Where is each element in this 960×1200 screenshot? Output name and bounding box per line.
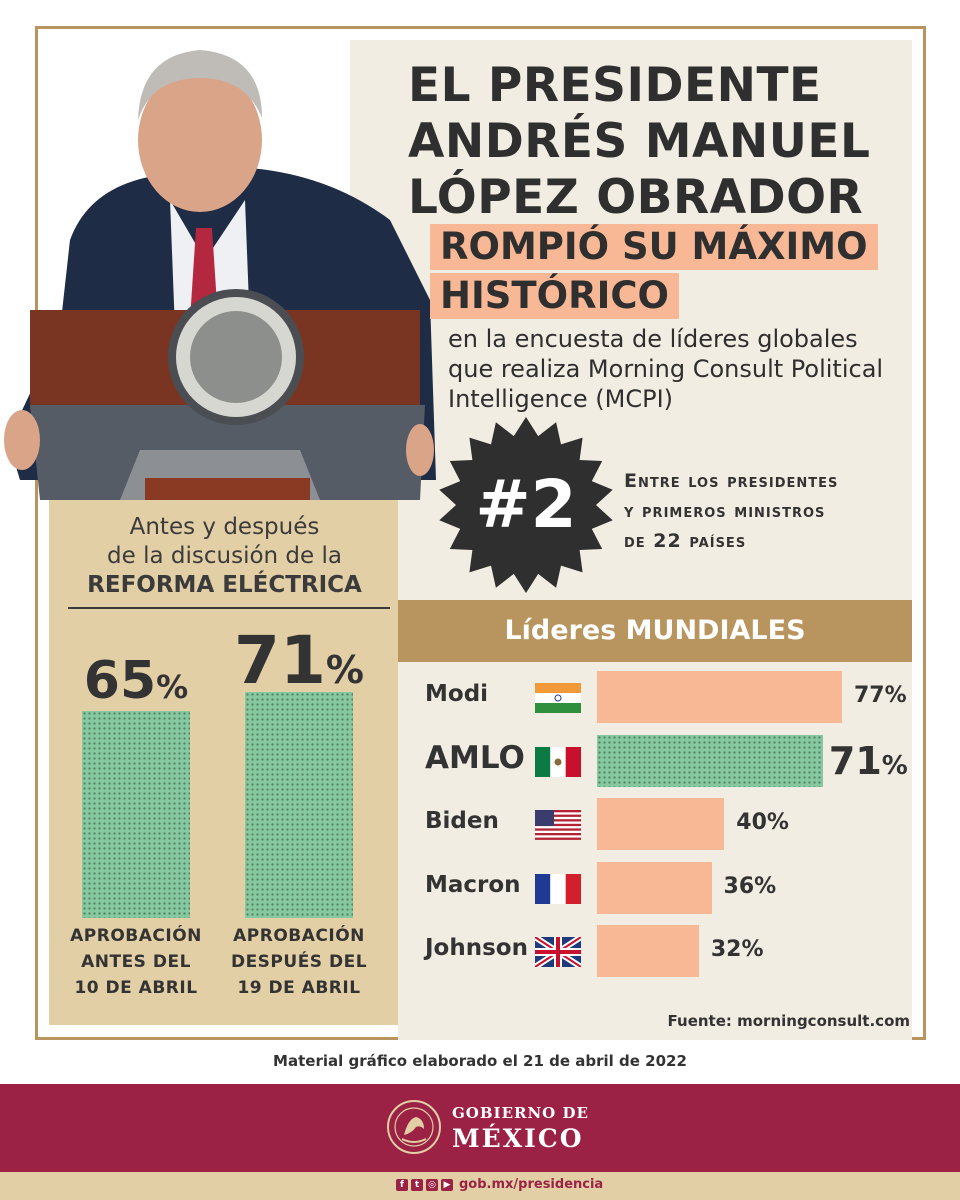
gov-line-1: GOBIERNO DE [452, 1104, 589, 1122]
approval-category-line: 10 DE ABRIL [74, 978, 198, 998]
leaders-chart-title: Líderes MUNDIALES [398, 600, 912, 662]
leader-value-unit: % [884, 683, 907, 708]
social-links: f t ◎ ▶ [396, 1179, 453, 1191]
leader-value-unit: % [754, 873, 777, 899]
leader-value-number: 71 [828, 738, 882, 783]
leader-value-label: 71% [829, 739, 908, 783]
website-link[interactable]: gob.mx/presidencia [459, 1177, 604, 1192]
leader-bar [597, 671, 842, 723]
leader-name: AMLO [425, 739, 525, 776]
survey-description: en la encuesta de líderes globales que r… [448, 325, 884, 413]
approval-value-label: 65% [84, 651, 188, 711]
approval-value-unit: % [156, 668, 189, 707]
president-photo [4, 50, 436, 500]
headline-line-1: EL PRESIDENTE [408, 58, 822, 113]
rank-number: #2 [475, 466, 576, 543]
footer-strip [0, 1172, 960, 1200]
facebook-icon[interactable]: f [396, 1179, 408, 1191]
approval-bar [82, 711, 190, 918]
headline-line-2: ANDRÉS MANUEL [408, 114, 871, 169]
reform-title-bold: REFORMA ELÉCTRICA [87, 572, 362, 598]
leader-bar [597, 925, 699, 977]
leader-value-number: 77 [854, 683, 885, 708]
approval-value-number: 65 [83, 651, 157, 712]
leader-value-unit: % [766, 810, 789, 835]
leader-name: Biden [425, 808, 499, 834]
footer-band [0, 1084, 960, 1172]
approval-value-label: 71% [234, 622, 364, 699]
approval-category-line: DESPUÉS DEL [230, 952, 368, 972]
uk-flag-icon [535, 937, 581, 967]
leader-value-label: 36% [724, 874, 777, 899]
leader-value-unit: % [881, 750, 908, 781]
approval-value-number: 71 [234, 622, 326, 699]
rank-description: Entre los presidentes y primeros ministr… [624, 466, 838, 556]
youtube-icon[interactable]: ▶ [441, 1179, 453, 1191]
approval-category-line: 19 DE ABRIL [237, 978, 361, 998]
headline-panel [350, 40, 912, 660]
leader-value-number: 36 [723, 873, 755, 899]
highlight-line-2: HISTÓRICO [430, 273, 679, 319]
twitter-icon[interactable]: t [411, 1179, 423, 1191]
rank-badge: #2 [439, 417, 613, 593]
reform-chart-title: Antes y después de la discusión de la RE… [62, 513, 387, 600]
approval-bar [245, 692, 353, 918]
leader-name: Modi [425, 681, 489, 707]
rank-line-2: y primeros ministros [624, 500, 826, 522]
leaders-title-part-1: Líderes [504, 615, 626, 646]
leader-name: Johnson [425, 935, 528, 961]
usa-flag-icon [535, 810, 581, 840]
highlight-line-1: ROMPIÓ SU MÁXIMO [430, 224, 878, 270]
starburst-shape [439, 417, 613, 593]
reform-title-line-1: Antes y después [129, 514, 320, 540]
leader-value-number: 32 [710, 937, 742, 962]
approval-category-line: APROBACIÓN [70, 926, 202, 946]
leader-value-label: 40% [736, 810, 789, 835]
france-flag-icon [535, 873, 581, 904]
instagram-icon[interactable]: ◎ [426, 1179, 438, 1191]
reform-title-line-2: de la discusión de la [107, 543, 342, 569]
leader-name: Macron [425, 871, 521, 898]
divider [68, 607, 390, 609]
approval-category-line: ANTES DEL [81, 952, 191, 972]
leader-bar [597, 861, 712, 914]
headline-line-3: LÓPEZ OBRADOR [408, 170, 864, 225]
rank-line-1: Entre los presidentes [624, 470, 839, 492]
approval-value-unit: % [325, 648, 364, 692]
leader-value-number: 40 [736, 810, 767, 835]
material-note: Material gráfico elaborado el 21 de abri… [273, 1052, 687, 1070]
leader-value-label: 77% [854, 683, 907, 708]
leader-value-label: 32% [711, 937, 764, 962]
gov-line-2: MÉXICO [452, 1124, 584, 1153]
national-seal-icon [387, 1100, 441, 1154]
rank-line-3: de 22 países [624, 530, 747, 552]
leader-bar [597, 734, 823, 787]
leader-value-unit: % [741, 937, 764, 962]
approval-category-label: APROBACIÓN ANTES DEL 10 DE ABRIL [70, 923, 202, 1001]
mexico-flag-icon [535, 746, 581, 777]
leader-bar [597, 798, 725, 850]
india-flag-icon [535, 683, 581, 713]
approval-category-line: APROBACIÓN [233, 926, 365, 946]
source-note: Fuente: morningconsult.com [667, 1012, 910, 1030]
headline-title: EL PRESIDENTE ANDRÉS MANUEL LÓPEZ OBRADO… [408, 58, 870, 226]
approval-category-label: APROBACIÓN DESPUÉS DEL 19 DE ABRIL [231, 923, 367, 1001]
government-logo-text: GOBIERNO DE MÉXICO [452, 1104, 589, 1153]
leaders-title-part-2: MUNDIALES [625, 615, 806, 646]
